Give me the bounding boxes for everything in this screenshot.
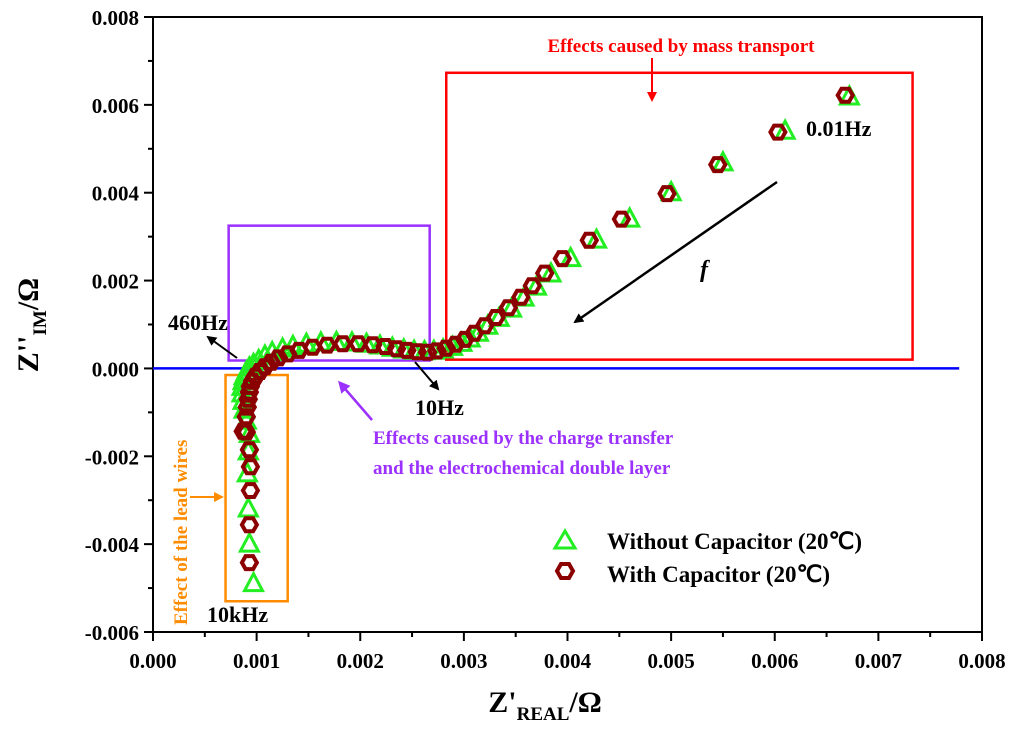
data-point-with-capacitor (236, 423, 257, 441)
legend: Without Capacitor (20℃) With Capacitor (… (552, 528, 862, 587)
data-point-with-capacitor (239, 441, 260, 459)
data-point-with-capacitor (233, 422, 254, 440)
data-point-with-capacitor (240, 482, 261, 499)
data-point-without-capacitor (539, 260, 563, 283)
x-tick-label: 0.007 (855, 649, 902, 673)
data-point-with-capacitor (236, 408, 257, 426)
frequency-direction-arrow (573, 180, 778, 324)
data-point-with-capacitor (255, 358, 275, 376)
legend-hexagon-marker (554, 562, 576, 580)
data-point-without-capacitor (237, 530, 261, 553)
data-point-with-capacitor (375, 338, 395, 355)
data-point-with-capacitor (407, 343, 428, 361)
x-tick-label: 0.003 (440, 649, 487, 673)
data-point-with-capacitor (239, 516, 260, 534)
data-point-with-capacitor (239, 554, 260, 572)
y-tick-label: 0.002 (92, 270, 139, 294)
y-tick-label: -0.004 (85, 533, 140, 557)
data-point-with-capacitor (707, 156, 728, 174)
freq-10khz-label: 10kHz (207, 602, 268, 627)
data-point-without-capacitor (585, 226, 609, 249)
data-point-with-capacitor (835, 86, 856, 104)
data-point-with-capacitor (522, 277, 543, 295)
data-point-without-capacitor (236, 495, 260, 518)
y-tick-label: -0.002 (85, 445, 139, 469)
data-point-with-capacitor (240, 377, 261, 395)
data-point-without-capacitor (618, 205, 642, 228)
data-point-with-capacitor (552, 250, 573, 268)
data-point-without-capacitor (773, 118, 797, 140)
x-tick-label: 0.005 (648, 649, 695, 673)
mass-transport-label: Effects caused by mass transport (547, 36, 815, 57)
data-point-with-capacitor (768, 123, 788, 141)
data-point-with-capacitor (261, 353, 281, 371)
data-point-with-capacitor (240, 458, 261, 476)
charge-transfer-arrow (338, 380, 373, 421)
y-axis-title: Z''IM/Ω (12, 278, 51, 372)
x-tick-label: 0.000 (129, 649, 176, 673)
arrow-460hz (206, 335, 238, 359)
data-point-with-capacitor (317, 336, 337, 354)
data-point-without-capacitor (559, 245, 583, 268)
frequency-symbol: f (700, 257, 710, 283)
legend-label-without-capacitor: Without Capacitor (20℃) (607, 529, 862, 554)
freq-10hz-label: 10Hz (415, 395, 464, 420)
data-point-with-capacitor (611, 210, 632, 228)
x-tick-label: 0.006 (751, 649, 798, 673)
data-point-with-capacitor (486, 309, 506, 326)
data-point-with-capacitor (579, 231, 600, 249)
data-point-with-capacitor (289, 341, 309, 359)
y-axis-ticks: -0.006 -0.004 -0.002 0.000 0.002 0.004 0.006 0.… (85, 6, 153, 645)
y-tick-label: 0.004 (92, 182, 140, 206)
y-tick-label: 0.006 (92, 94, 139, 118)
data-point-with-capacitor (362, 336, 383, 354)
x-tick-label: 0.001 (233, 649, 280, 673)
x-axis-title: Z'REAL/Ω (488, 686, 602, 725)
data-point-with-capacitor (511, 288, 531, 306)
lead-wires-label: Effect of the lead wires (171, 440, 192, 625)
data-point-without-capacitor (354, 331, 378, 353)
x-tick-label: 0.002 (337, 649, 384, 673)
charge-transfer-box (227, 224, 431, 362)
data-point-with-capacitor (498, 299, 519, 317)
data-point-with-capacitor (302, 338, 323, 356)
series-with-capacitor (233, 86, 856, 572)
charge-transfer-label-line2: and the electrochemical double layer (373, 458, 671, 479)
x-tick-label: 0.008 (958, 649, 1005, 673)
charge-transfer-label-line1: Effects caused by the charge transfer (373, 428, 674, 449)
x-tick-label: 0.004 (544, 649, 592, 673)
freq-0.01hz-label: 0.01Hz (806, 116, 872, 141)
data-point-with-capacitor (534, 264, 555, 282)
data-point-with-capacitor (348, 335, 369, 353)
y-tick-label: -0.006 (85, 621, 139, 645)
freq-460hz-label: 460Hz (168, 310, 228, 335)
mass-transport-box (445, 71, 914, 361)
data-point-without-capacitor (242, 570, 266, 593)
arrow-10hz (414, 361, 440, 391)
y-tick-label: 0.008 (92, 6, 139, 30)
legend-triangle-marker (552, 528, 578, 550)
x-axis-ticks: 0.000 0.001 0.002 0.003 0.004 0.005 0.006 0.007… (129, 632, 1006, 673)
data-point-with-capacitor (657, 185, 677, 203)
data-point-with-capacitor (332, 335, 353, 353)
y-tick-label: 0.000 (92, 357, 139, 381)
legend-label-with-capacitor: With Capacitor (20℃) (607, 562, 830, 587)
